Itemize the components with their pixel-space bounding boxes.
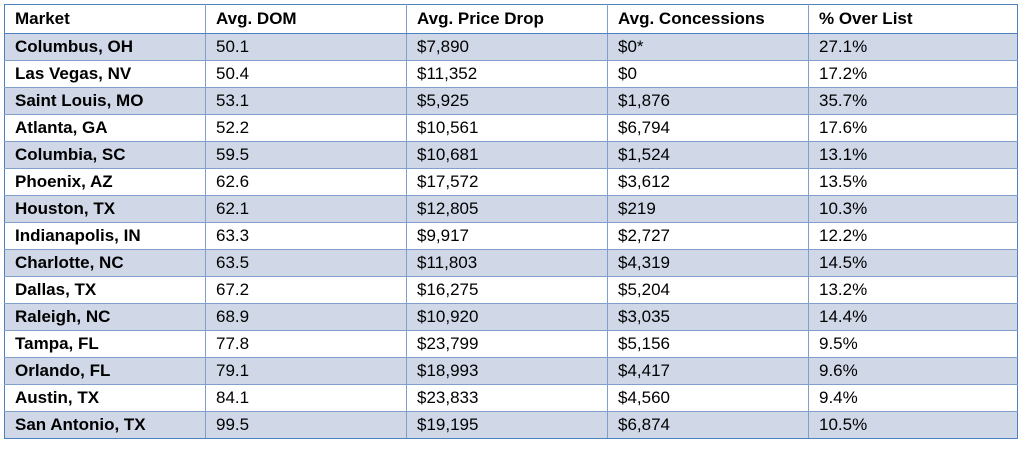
avg-concessions-cell: $4,560 xyxy=(607,384,809,412)
table-row: Phoenix, AZ 62.6 $17,572 $3,612 13.5% xyxy=(4,168,1018,196)
avg-dom-cell: 50.1 xyxy=(205,33,407,61)
table-body: Columbus, OH 50.1 $7,890 $0* 27.1% Las Vegas,… xyxy=(4,33,1018,439)
avg-price-drop-cell: $11,803 xyxy=(406,249,608,277)
market-cell: Tampa, FL xyxy=(4,330,206,358)
market-cell: Orlando, FL xyxy=(4,357,206,385)
pct-over-list-cell: 14.5% xyxy=(808,249,1018,277)
avg-dom-cell: 50.4 xyxy=(205,60,407,88)
avg-price-drop-cell: $19,195 xyxy=(406,411,608,439)
header-row: Market Avg. DOM Avg. Price Drop Avg. Con… xyxy=(4,4,1018,34)
avg-concessions-cell: $2,727 xyxy=(607,222,809,250)
market-cell: San Antonio, TX xyxy=(4,411,206,439)
column-header-avg-concessions: Avg. Concessions xyxy=(607,4,809,34)
table-row: Columbus, OH 50.1 $7,890 $0* 27.1% xyxy=(4,33,1018,61)
avg-dom-cell: 79.1 xyxy=(205,357,407,385)
market-cell: Phoenix, AZ xyxy=(4,168,206,196)
pct-over-list-cell: 13.1% xyxy=(808,141,1018,169)
table-row: Orlando, FL 79.1 $18,993 $4,417 9.6% xyxy=(4,357,1018,385)
avg-price-drop-cell: $17,572 xyxy=(406,168,608,196)
avg-price-drop-cell: $9,917 xyxy=(406,222,608,250)
market-cell: Columbus, OH xyxy=(4,33,206,61)
avg-concessions-cell: $0* xyxy=(607,33,809,61)
pct-over-list-cell: 35.7% xyxy=(808,87,1018,115)
avg-price-drop-cell: $18,993 xyxy=(406,357,608,385)
column-header-market: Market xyxy=(4,4,206,34)
table-row: Saint Louis, MO 53.1 $5,925 $1,876 35.7% xyxy=(4,87,1018,115)
avg-price-drop-cell: $7,890 xyxy=(406,33,608,61)
market-cell: Las Vegas, NV xyxy=(4,60,206,88)
table-row: Atlanta, GA 52.2 $10,561 $6,794 17.6% xyxy=(4,114,1018,142)
avg-concessions-cell: $0 xyxy=(607,60,809,88)
avg-concessions-cell: $1,524 xyxy=(607,141,809,169)
table-row: Houston, TX 62.1 $12,805 $219 10.3% xyxy=(4,195,1018,223)
column-header-pct-over-list: % Over List xyxy=(808,4,1018,34)
pct-over-list-cell: 17.6% xyxy=(808,114,1018,142)
pct-over-list-cell: 14.4% xyxy=(808,303,1018,331)
avg-concessions-cell: $1,876 xyxy=(607,87,809,115)
avg-price-drop-cell: $11,352 xyxy=(406,60,608,88)
market-cell: Austin, TX xyxy=(4,384,206,412)
avg-concessions-cell: $4,319 xyxy=(607,249,809,277)
table-row: San Antonio, TX 99.5 $19,195 $6,874 10.5% xyxy=(4,411,1018,439)
market-cell: Atlanta, GA xyxy=(4,114,206,142)
avg-dom-cell: 62.6 xyxy=(205,168,407,196)
avg-concessions-cell: $5,204 xyxy=(607,276,809,304)
avg-dom-cell: 52.2 xyxy=(205,114,407,142)
pct-over-list-cell: 13.2% xyxy=(808,276,1018,304)
avg-concessions-cell: $3,612 xyxy=(607,168,809,196)
pct-over-list-cell: 9.6% xyxy=(808,357,1018,385)
avg-dom-cell: 67.2 xyxy=(205,276,407,304)
pct-over-list-cell: 10.3% xyxy=(808,195,1018,223)
avg-concessions-cell: $4,417 xyxy=(607,357,809,385)
market-cell: Raleigh, NC xyxy=(4,303,206,331)
table-row: Charlotte, NC 63.5 $11,803 $4,319 14.5% xyxy=(4,249,1018,277)
pct-over-list-cell: 10.5% xyxy=(808,411,1018,439)
table-row: Austin, TX 84.1 $23,833 $4,560 9.4% xyxy=(4,384,1018,412)
avg-price-drop-cell: $10,681 xyxy=(406,141,608,169)
avg-price-drop-cell: $10,561 xyxy=(406,114,608,142)
table-row: Raleigh, NC 68.9 $10,920 $3,035 14.4% xyxy=(4,303,1018,331)
avg-dom-cell: 68.9 xyxy=(205,303,407,331)
avg-dom-cell: 77.8 xyxy=(205,330,407,358)
market-cell: Charlotte, NC xyxy=(4,249,206,277)
pct-over-list-cell: 9.4% xyxy=(808,384,1018,412)
avg-price-drop-cell: $23,799 xyxy=(406,330,608,358)
avg-dom-cell: 53.1 xyxy=(205,87,407,115)
avg-dom-cell: 59.5 xyxy=(205,141,407,169)
pct-over-list-cell: 27.1% xyxy=(808,33,1018,61)
avg-concessions-cell: $6,794 xyxy=(607,114,809,142)
market-cell: Columbia, SC xyxy=(4,141,206,169)
avg-price-drop-cell: $10,920 xyxy=(406,303,608,331)
avg-dom-cell: 63.5 xyxy=(205,249,407,277)
avg-concessions-cell: $3,035 xyxy=(607,303,809,331)
avg-dom-cell: 84.1 xyxy=(205,384,407,412)
avg-price-drop-cell: $12,805 xyxy=(406,195,608,223)
market-cell: Indianapolis, IN xyxy=(4,222,206,250)
avg-price-drop-cell: $23,833 xyxy=(406,384,608,412)
pct-over-list-cell: 13.5% xyxy=(808,168,1018,196)
pct-over-list-cell: 9.5% xyxy=(808,330,1018,358)
pct-over-list-cell: 17.2% xyxy=(808,60,1018,88)
market-cell: Houston, TX xyxy=(4,195,206,223)
avg-price-drop-cell: $5,925 xyxy=(406,87,608,115)
avg-concessions-cell: $219 xyxy=(607,195,809,223)
table-row: Las Vegas, NV 50.4 $11,352 $0 17.2% xyxy=(4,60,1018,88)
avg-concessions-cell: $5,156 xyxy=(607,330,809,358)
pct-over-list-cell: 12.2% xyxy=(808,222,1018,250)
avg-dom-cell: 62.1 xyxy=(205,195,407,223)
table-row: Columbia, SC 59.5 $10,681 $1,524 13.1% xyxy=(4,141,1018,169)
table-row: Tampa, FL 77.8 $23,799 $5,156 9.5% xyxy=(4,330,1018,358)
market-cell: Dallas, TX xyxy=(4,276,206,304)
table-header: Market Avg. DOM Avg. Price Drop Avg. Con… xyxy=(4,4,1018,34)
column-header-avg-price-drop: Avg. Price Drop xyxy=(406,4,608,34)
avg-dom-cell: 63.3 xyxy=(205,222,407,250)
table-row: Dallas, TX 67.2 $16,275 $5,204 13.2% xyxy=(4,276,1018,304)
avg-concessions-cell: $6,874 xyxy=(607,411,809,439)
column-header-avg-dom: Avg. DOM xyxy=(205,4,407,34)
market-stats-table: Market Avg. DOM Avg. Price Drop Avg. Con… xyxy=(4,4,1018,439)
avg-price-drop-cell: $16,275 xyxy=(406,276,608,304)
table-row: Indianapolis, IN 63.3 $9,917 $2,727 12.2% xyxy=(4,222,1018,250)
avg-dom-cell: 99.5 xyxy=(205,411,407,439)
market-cell: Saint Louis, MO xyxy=(4,87,206,115)
